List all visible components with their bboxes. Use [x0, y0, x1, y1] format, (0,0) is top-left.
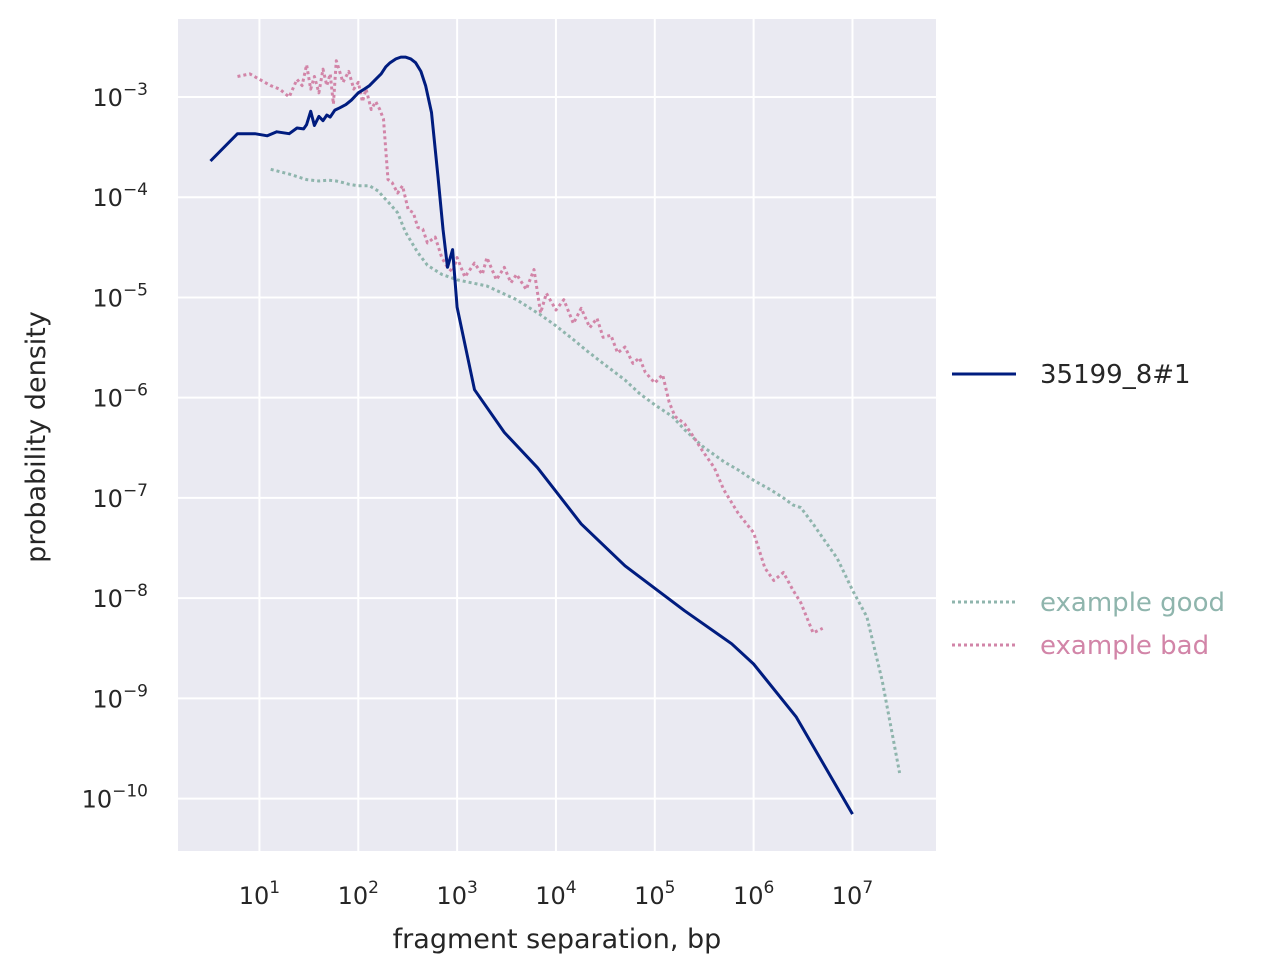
- legend-label: 35199_8#1: [1040, 360, 1191, 390]
- y-tick-label: 10−5: [92, 280, 148, 312]
- y-tick-labels: 10−3 10−4 10−5 10−6 10−7 10−8 10−9 10−10: [82, 80, 148, 814]
- y-tick-label: 10−4: [92, 180, 148, 212]
- y-gridlines: [178, 95, 936, 800]
- x-tick-labels: 101 102 103 104 105 106 107: [239, 878, 873, 910]
- y-tick-label: 10−9: [92, 681, 148, 713]
- x-tick-label: 107: [832, 878, 873, 910]
- y-tick-label: 10−3: [92, 80, 148, 112]
- y-tick-label: 10−7: [92, 481, 148, 513]
- series-line-35199-8-1: [209, 55, 854, 815]
- x-tick-label: 105: [634, 878, 675, 910]
- y-axis-label: probability density: [21, 311, 52, 563]
- y-tick-label: 10−6: [92, 381, 148, 413]
- x-tick-label: 104: [535, 878, 576, 910]
- plot-area: [178, 19, 936, 851]
- y-tick-label: 10−8: [92, 581, 148, 613]
- series-layer: [209, 55, 902, 815]
- series-line-example-bad: [237, 59, 824, 635]
- x-gridlines: [258, 19, 854, 851]
- x-axis-label: fragment separation, bp: [393, 924, 722, 955]
- x-tick-label: 101: [239, 878, 280, 910]
- legend-label: example good: [1040, 588, 1225, 618]
- series-line-example-good: [270, 167, 902, 774]
- legend-label: example bad: [1040, 631, 1209, 661]
- y-tick-label: 10−10: [82, 782, 148, 814]
- x-tick-label: 106: [733, 878, 774, 910]
- x-tick-label: 102: [338, 878, 379, 910]
- x-tick-label: 103: [436, 878, 477, 910]
